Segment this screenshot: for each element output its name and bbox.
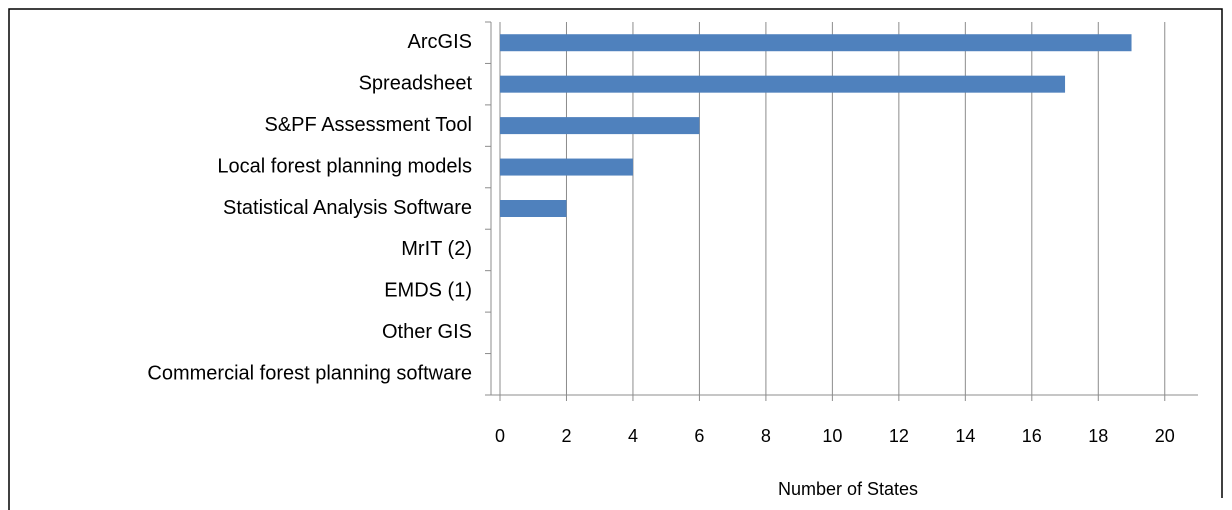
y-tick-label: Other GIS xyxy=(382,321,472,343)
x-tick-label: 10 xyxy=(822,426,842,446)
bar xyxy=(500,34,1132,52)
x-tick-label: 20 xyxy=(1155,426,1175,446)
y-tick-label: S&PF Assessment Tool xyxy=(265,114,473,136)
bar xyxy=(500,117,700,135)
y-tick-label: Commercial forest planning software xyxy=(147,363,472,385)
y-tick-label: Spreadsheet xyxy=(359,72,473,94)
y-tick-label: MrIT (2) xyxy=(401,238,472,260)
y-tick-label: ArcGIS xyxy=(408,31,472,53)
bar xyxy=(500,200,567,217)
x-tick-label: 14 xyxy=(955,426,975,446)
x-axis-title: Number of States xyxy=(778,479,918,499)
frame xyxy=(8,8,1223,510)
x-tick-label: 8 xyxy=(761,426,771,446)
x-tick-label: 0 xyxy=(495,426,505,446)
y-tick-label: Local forest planning models xyxy=(217,155,472,177)
x-tick-label: 16 xyxy=(1022,426,1042,446)
x-tick-label: 18 xyxy=(1088,426,1108,446)
y-tick-label: EMDS (1) xyxy=(384,280,472,302)
x-tick-label: 12 xyxy=(889,426,909,446)
x-tick-label: 6 xyxy=(694,426,704,446)
bar xyxy=(500,158,633,176)
y-tick-label: Statistical Analysis Software xyxy=(223,197,472,219)
bar xyxy=(500,75,1066,93)
x-tick-label: 4 xyxy=(628,426,638,446)
x-tick-label: 2 xyxy=(561,426,571,446)
